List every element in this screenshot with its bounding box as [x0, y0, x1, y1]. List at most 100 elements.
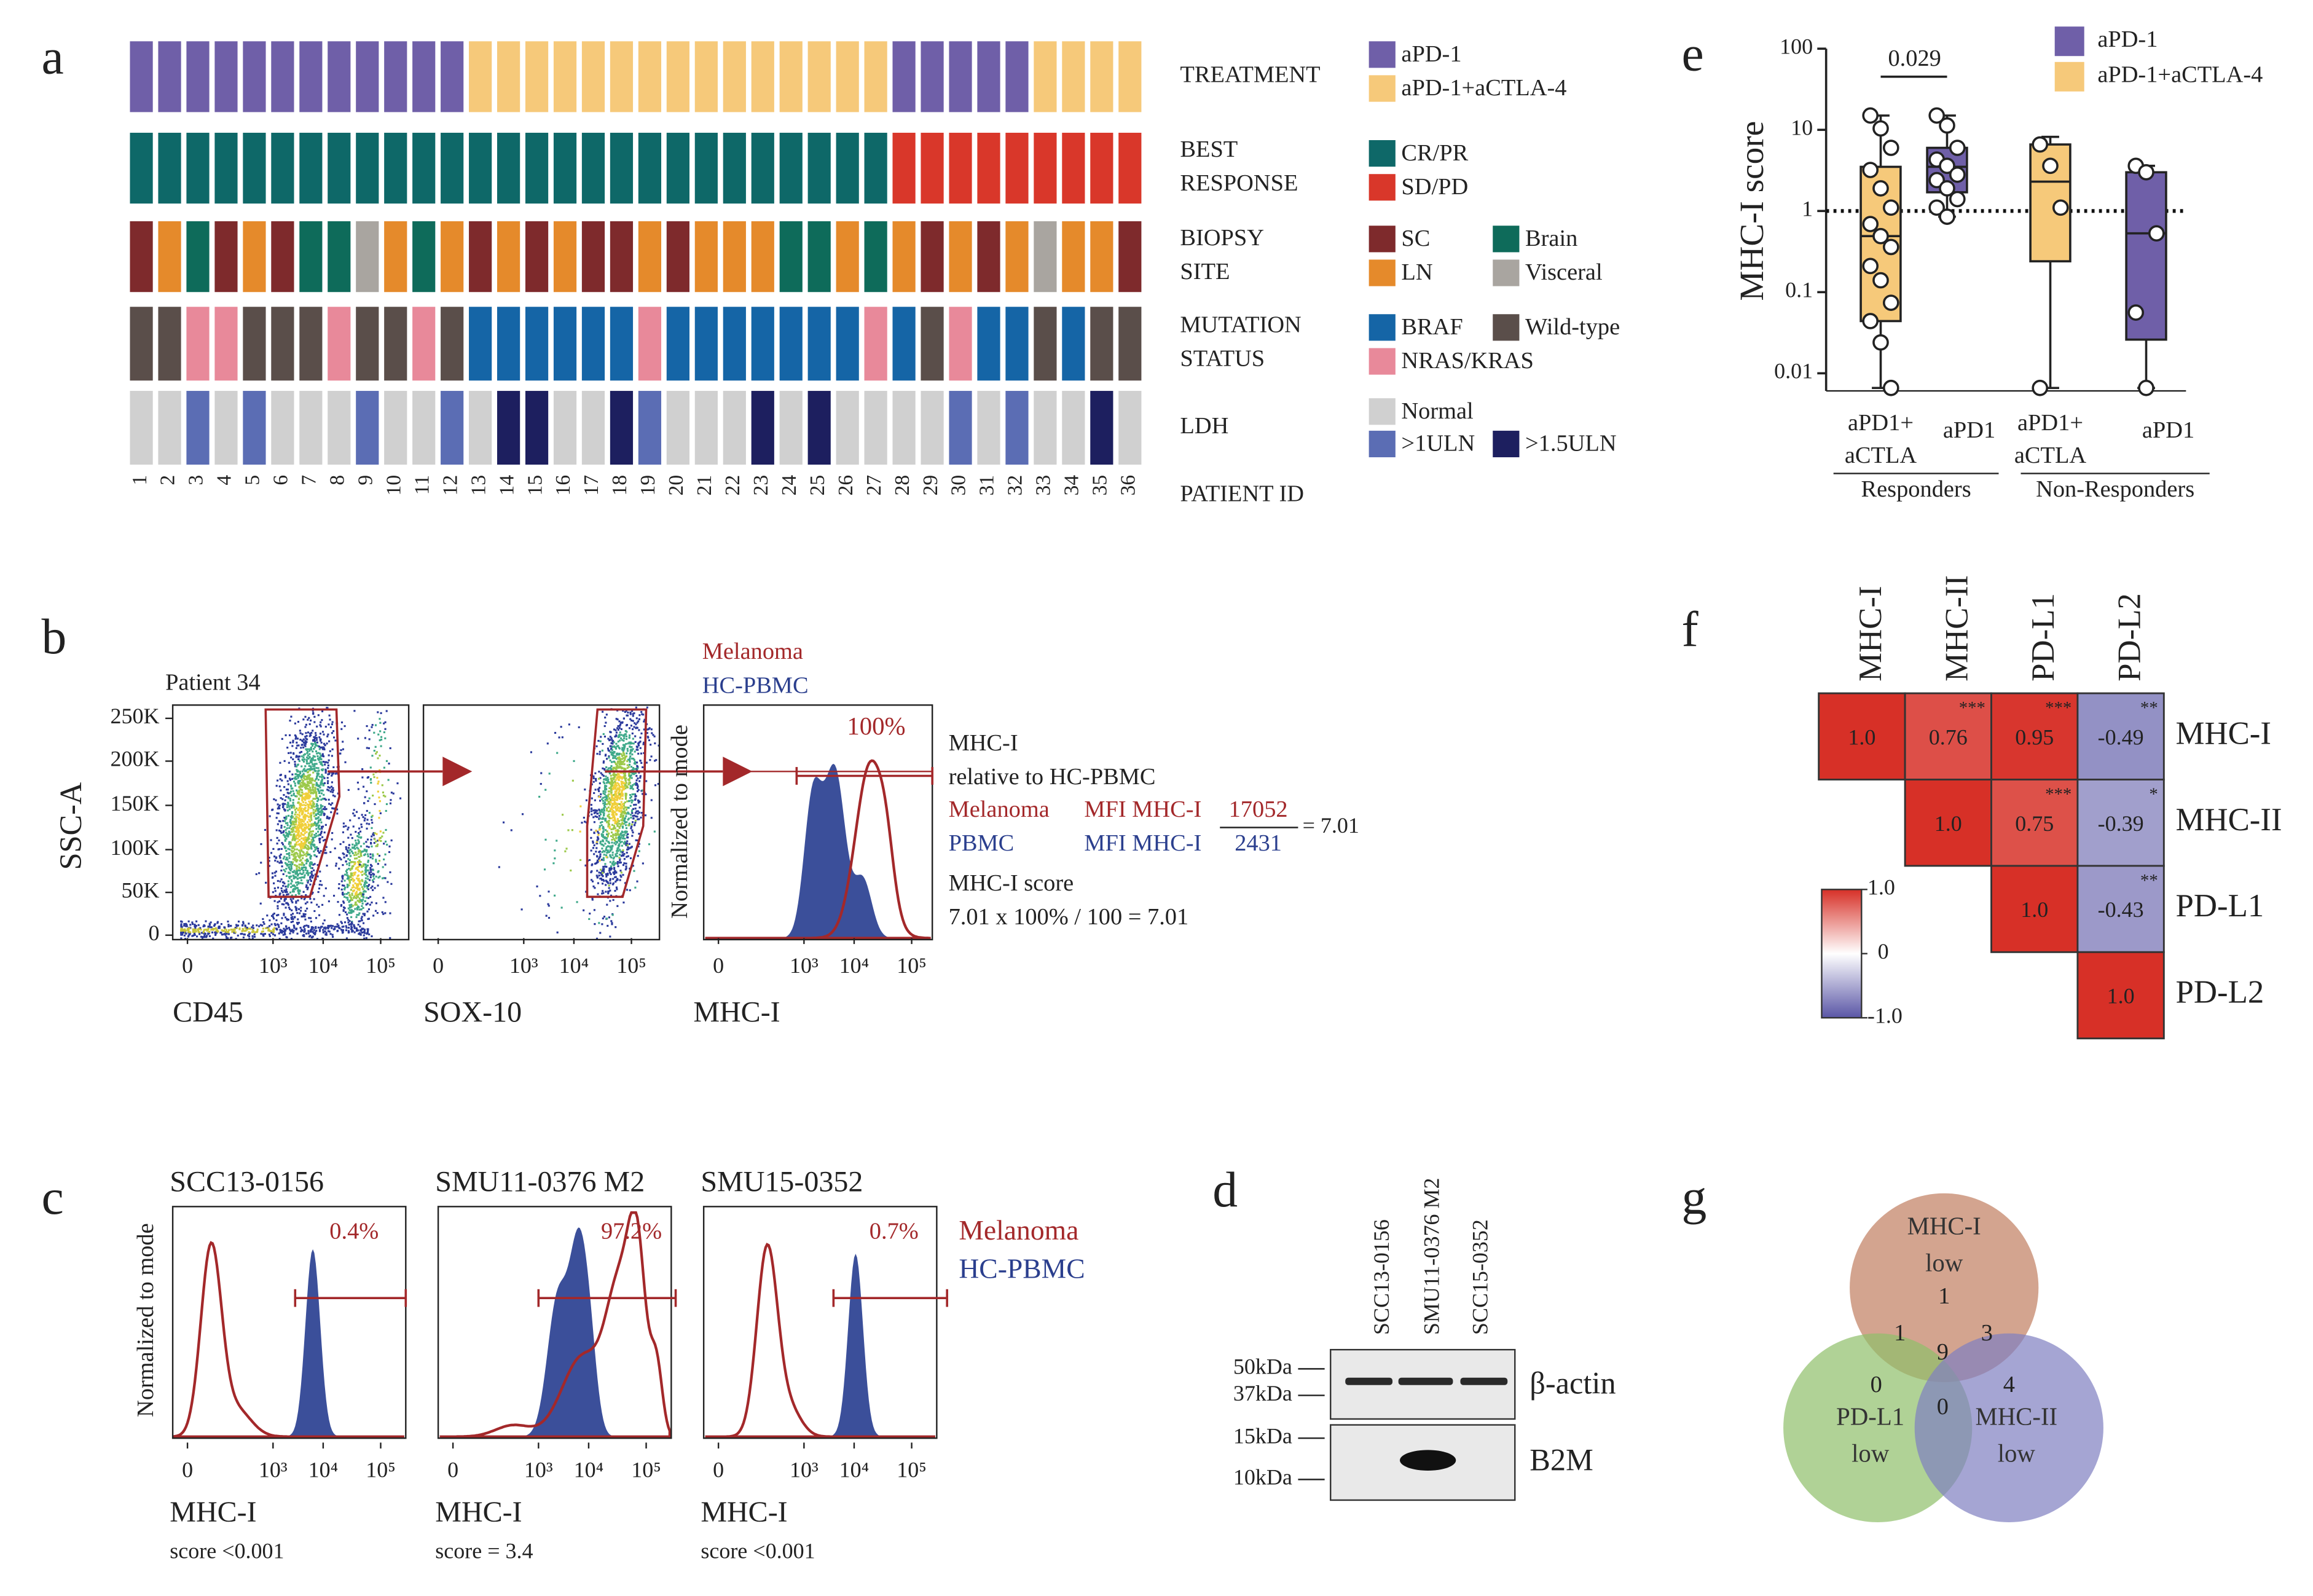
- cytometry-dot: [603, 812, 605, 814]
- cytometry-dot: [579, 805, 582, 808]
- cytometry-dot: [380, 745, 382, 747]
- cytometry-dot: [624, 796, 627, 798]
- oncoprint-cell: [328, 41, 351, 112]
- cytometry-dot: [630, 816, 632, 819]
- cytometry-dot: [302, 890, 305, 893]
- cytometry-dot: [245, 929, 247, 932]
- cytometry-dot: [299, 872, 301, 875]
- cytometry-dot: [296, 878, 299, 880]
- cytometry-dot: [560, 906, 563, 909]
- cytometry-dot: [364, 863, 366, 866]
- cytometry-dot: [584, 788, 586, 791]
- cytometry-dot: [298, 822, 300, 825]
- cytometry-dot: [359, 880, 361, 883]
- cytometry-dot: [639, 736, 642, 739]
- oncoprint-cell: [610, 307, 634, 381]
- cytometry-dot: [352, 861, 355, 863]
- cytometry-dot: [612, 782, 615, 784]
- cytometry-dot: [366, 819, 369, 821]
- cytometry-dot: [621, 822, 624, 824]
- cytometry-dot: [329, 851, 332, 854]
- cytometry-dot: [640, 790, 643, 792]
- cytometry-dot: [286, 746, 289, 749]
- cytometry-dot: [294, 857, 297, 860]
- cytometry-dot: [554, 857, 556, 860]
- cytometry-dot: [286, 806, 289, 809]
- cytometry-dot: [277, 860, 279, 863]
- cytometry-dot: [606, 918, 608, 920]
- legend-label: aPD-1+aCTLA-4: [1401, 75, 1566, 101]
- cytometry-dot: [359, 883, 363, 886]
- cytometry-dot: [599, 878, 602, 880]
- cytometry-dot: [300, 873, 303, 875]
- cytometry-dot: [595, 841, 598, 843]
- cytometry-dot: [621, 816, 624, 819]
- cytometry-dot: [388, 762, 390, 765]
- cytometry-dot: [615, 830, 617, 832]
- cytometry-dot: [620, 876, 622, 878]
- oncoprint-cell: [553, 133, 577, 204]
- cytometry-dot: [632, 728, 634, 731]
- cytometry-dot: [273, 887, 276, 890]
- cytometry-dot: [294, 864, 296, 867]
- cytometry-dot: [347, 921, 350, 924]
- cytometry-dot: [365, 903, 367, 906]
- cytometry-dot: [611, 847, 613, 849]
- cytometry-dot: [293, 824, 296, 826]
- cytometry-dot: [380, 839, 382, 843]
- cytometry-dot: [622, 837, 624, 839]
- cytometry-dot: [299, 912, 301, 914]
- cytometry-dot: [652, 734, 654, 736]
- cytometry-dot: [275, 870, 278, 873]
- cytometry-dot: [608, 816, 610, 819]
- cytometry-dot: [272, 847, 275, 850]
- cytometry-dot: [286, 822, 289, 824]
- cytometry-dot: [300, 819, 303, 821]
- cytometry-dot: [308, 797, 310, 800]
- cytometry-dot: [599, 740, 602, 742]
- cytometry-dot: [613, 826, 616, 828]
- cytometry-dot: [348, 881, 351, 883]
- cytometry-dot: [209, 926, 211, 929]
- cytometry-dot: [595, 830, 597, 832]
- cytometry-dot: [611, 805, 613, 808]
- cytometry-dot: [320, 754, 322, 757]
- cytometry-dot: [558, 736, 560, 739]
- cytometry-dot: [590, 828, 592, 831]
- cell-label: 1.0: [1934, 811, 1962, 836]
- cytometry-dot: [300, 867, 304, 869]
- cytometry-dot: [296, 792, 299, 795]
- cytometry-dot: [611, 923, 613, 926]
- cytometry-dot: [356, 877, 358, 879]
- cytometry-dot: [299, 839, 301, 841]
- cytometry-dot: [272, 808, 274, 811]
- cytometry-dot: [612, 809, 615, 812]
- cytometry-dot: [605, 713, 608, 716]
- legend-label: aPD-1: [2097, 26, 2158, 52]
- plot-frame: [171, 704, 410, 941]
- cytometry-dot: [372, 881, 375, 883]
- data-point: [1882, 140, 1899, 156]
- cell-label: 0.75: [2015, 811, 2054, 836]
- cytometry-dot: [342, 852, 344, 855]
- cytometry-dot: [627, 824, 630, 827]
- cytometry-dot: [305, 932, 307, 935]
- cytometry-dot: [623, 735, 626, 737]
- cytometry-dot: [609, 781, 611, 784]
- cytometry-dot: [602, 865, 605, 868]
- cytometry-dot: [337, 901, 339, 903]
- cytometry-dot: [337, 792, 339, 795]
- cytometry-dot: [307, 771, 310, 773]
- cytometry-dot: [309, 816, 312, 818]
- oncoprint-cell: [158, 41, 181, 112]
- cytometry-dot: [362, 863, 365, 866]
- cytometry-dot: [291, 853, 293, 856]
- cytometry-dot: [294, 809, 296, 811]
- data-point: [2148, 225, 2165, 242]
- cytometry-dot: [328, 930, 331, 933]
- oncoprint-cell: [469, 221, 492, 293]
- cytometry-dot: [314, 790, 316, 792]
- x-tick-label: 10⁵: [366, 953, 396, 978]
- cytometry-dot: [317, 835, 320, 837]
- cytometry-dot: [317, 798, 320, 801]
